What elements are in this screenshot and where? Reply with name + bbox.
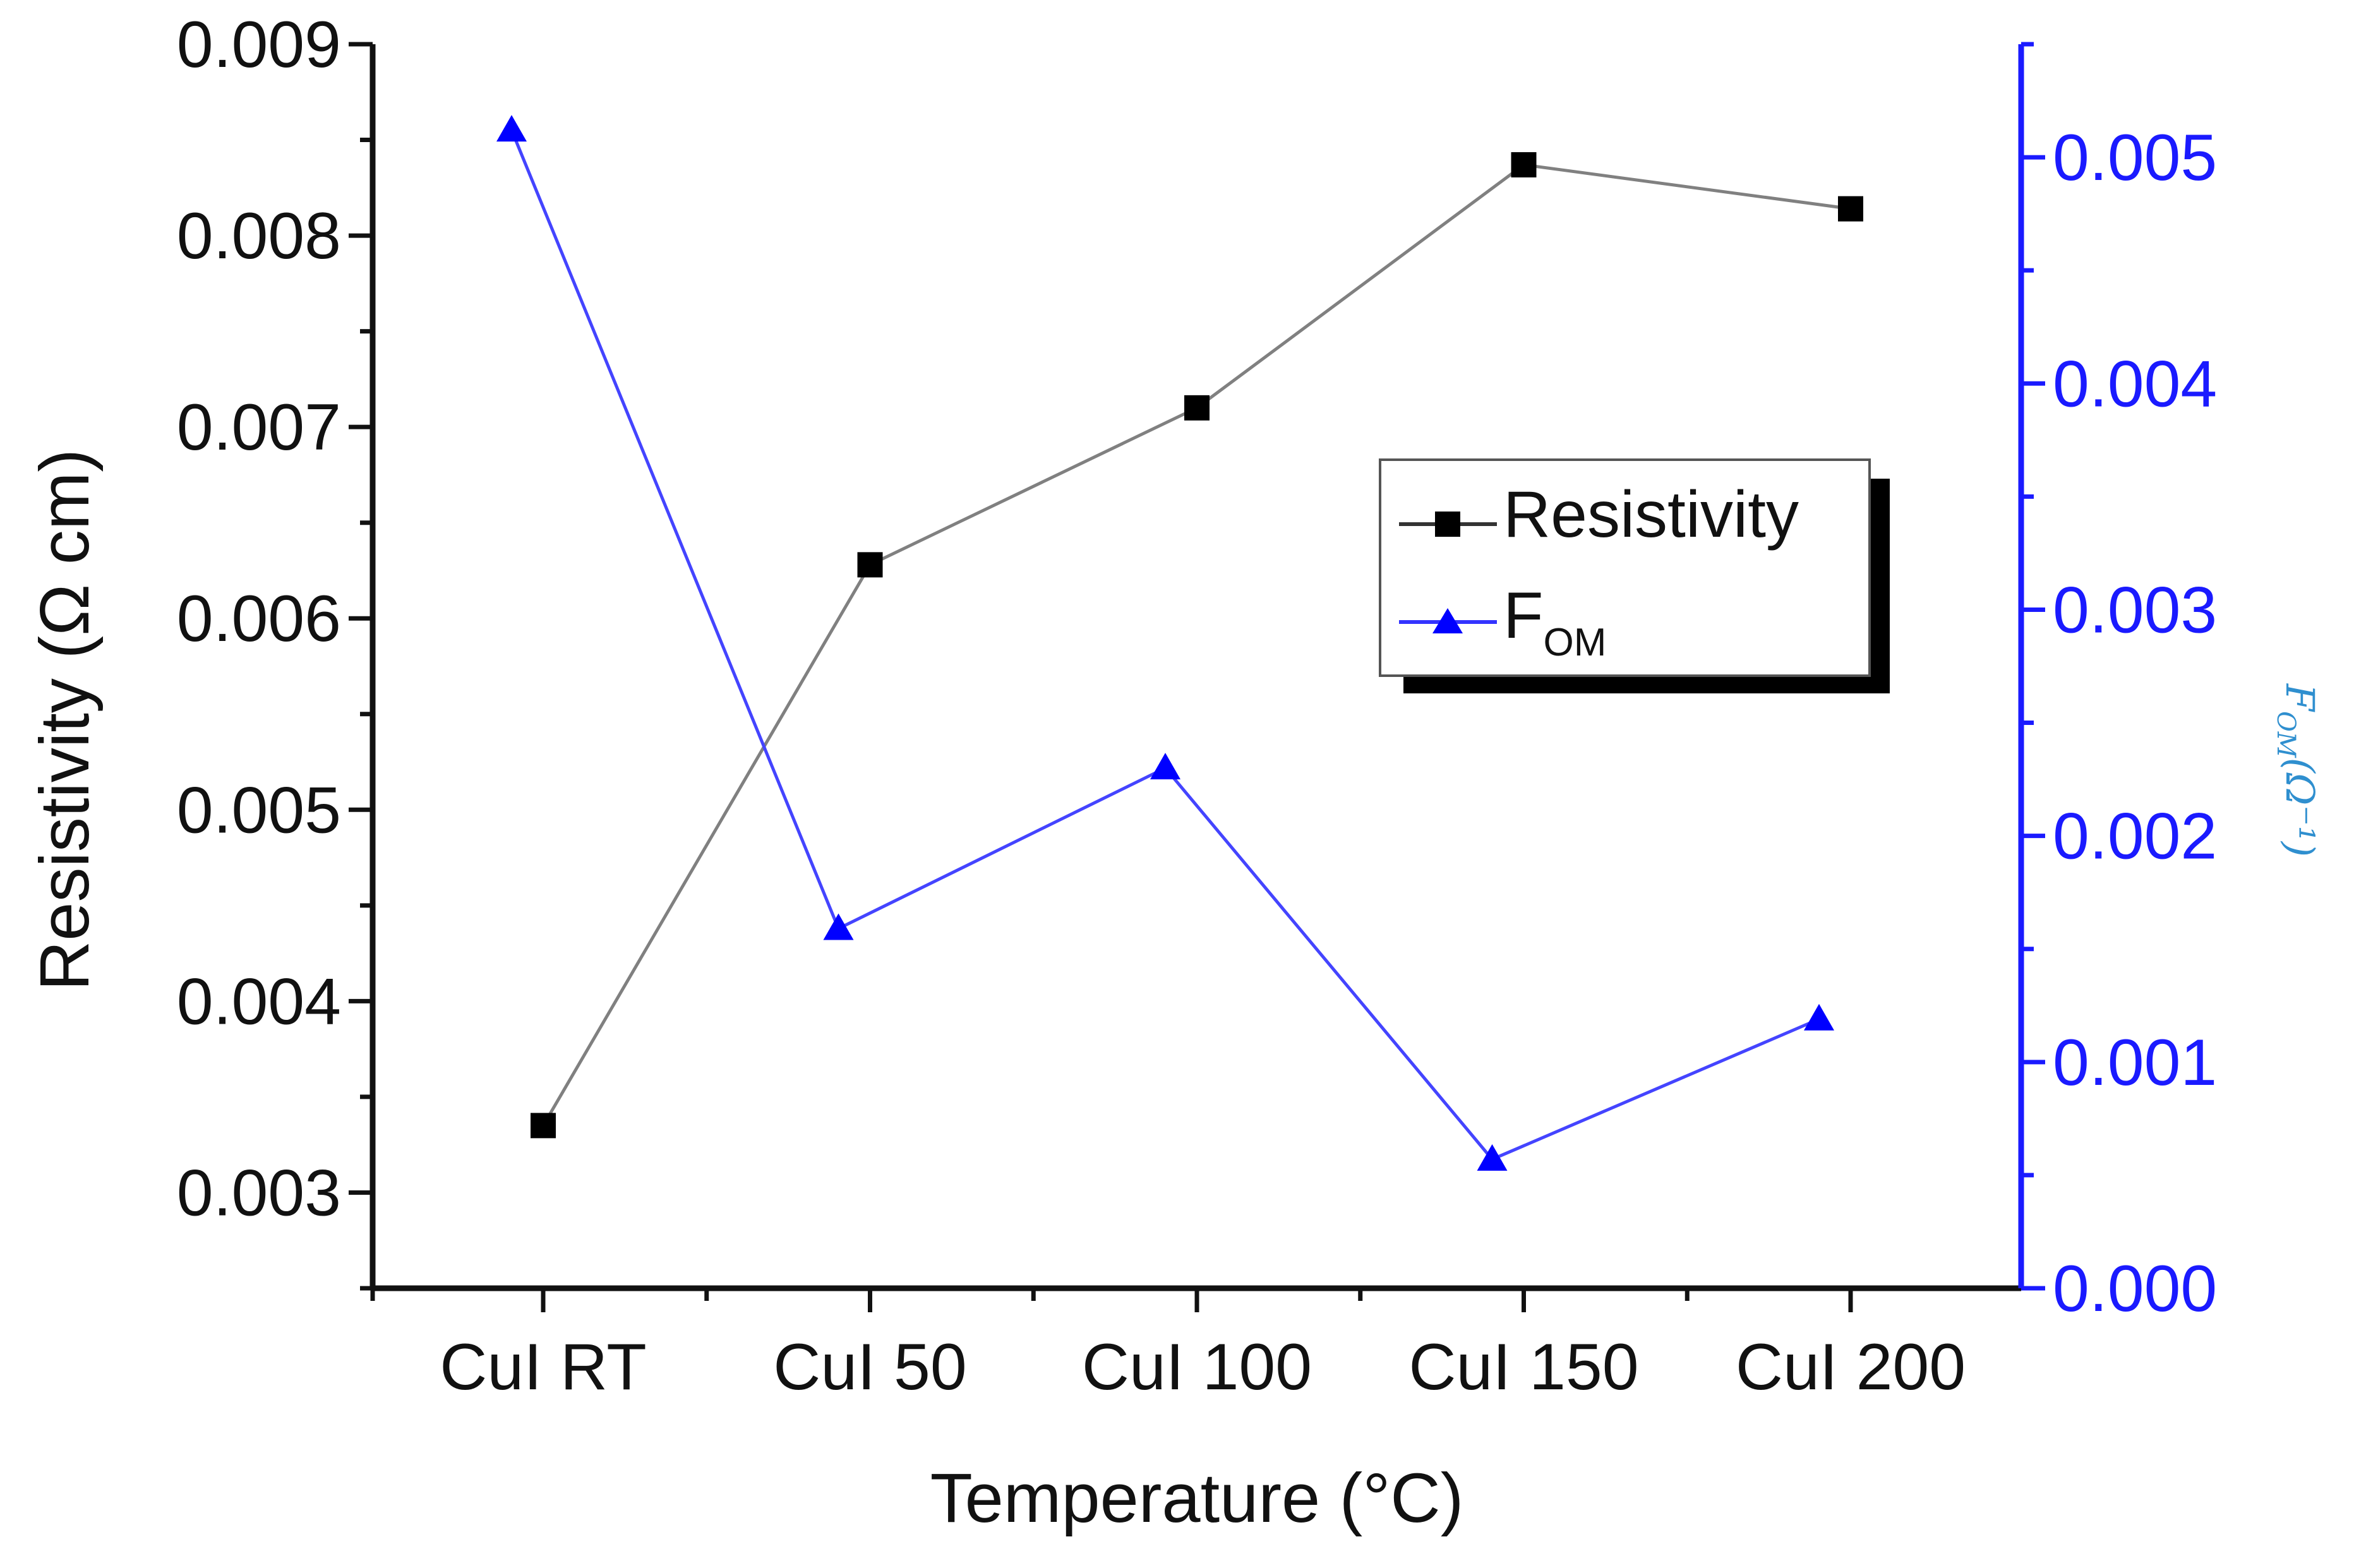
legend-item-fom: FOM: [1399, 579, 1606, 664]
left-tick-label: 0.006: [177, 582, 341, 655]
fom-point: [1150, 753, 1180, 780]
left-tick-label: 0.008: [177, 200, 341, 273]
y2-axis-title: FOM(Ω⁻¹): [2271, 683, 2323, 857]
resistivity-point: [857, 552, 883, 578]
x-tick-label: CuI 150: [1408, 1331, 1638, 1404]
x-axis-title: Temperature (°C): [930, 1459, 1464, 1537]
x-ticks: CuI RT CuI 50 CuI 100 CuI 150 CuI 200: [370, 1288, 1966, 1404]
left-tick-label: 0.009: [177, 8, 341, 81]
legend-resistivity-label: Resistivity: [1503, 478, 1799, 551]
y-axis-title: Resistivity (Ω cm): [26, 449, 104, 991]
series-0: [531, 152, 1863, 1139]
legend-resistivity-marker: [1435, 512, 1460, 537]
resistivity-point: [1838, 196, 1863, 222]
right-tick-label: 0.003: [2053, 573, 2217, 647]
right-tick-label: 0.004: [2053, 347, 2217, 421]
left-tick-label: 0.005: [177, 774, 341, 847]
series-1: [496, 115, 1834, 1171]
y2-title-sub: OM: [2271, 711, 2300, 758]
right-tick-label: 0.005: [2053, 121, 2217, 195]
right-y-ticks: 0.000 0.001 0.002 0.003 0.004 0.005: [2021, 42, 2217, 1326]
svg-text:FOM(Ω⁻¹): FOM(Ω⁻¹): [2271, 683, 2323, 857]
x-tick-label: CuI RT: [440, 1331, 647, 1404]
x-tick-label: CuI 50: [773, 1331, 966, 1404]
resistivity-point: [1184, 395, 1210, 421]
legend-fom-marker: [1432, 608, 1463, 633]
x-tick-label: CuI 200: [1736, 1331, 1966, 1404]
fom-point: [1804, 1003, 1834, 1031]
series-layer: [496, 115, 1863, 1171]
right-tick-label: 0.001: [2053, 1026, 2217, 1099]
legend-fom-sub: OM: [1544, 621, 1607, 664]
fom-point: [1477, 1144, 1508, 1171]
left-tick-label: 0.007: [177, 391, 341, 464]
fom-point: [496, 115, 527, 142]
left-y-ticks: 0.003 0.004 0.005 0.006 0.007 0.008 0.009: [177, 8, 373, 1291]
left-tick-label: 0.003: [177, 1156, 341, 1230]
legend-fom-label: FOM: [1503, 579, 1606, 664]
right-tick-label: 0.000: [2053, 1252, 2217, 1326]
legend-box: [1379, 458, 1871, 677]
legend-item-resistivity: Resistivity: [1399, 478, 1799, 551]
fom-point: [823, 913, 854, 940]
y2-title-base: F: [2277, 683, 2323, 712]
resistivity-point: [1511, 152, 1537, 177]
resistivity-point: [531, 1113, 556, 1139]
legend-fom-base: F: [1503, 579, 1544, 652]
legend: Resistivity FOM: [1379, 458, 1890, 693]
x-tick-label: CuI 100: [1082, 1331, 1312, 1404]
y2-title-rest: (Ω⁻¹): [2277, 758, 2323, 857]
left-tick-label: 0.004: [177, 965, 341, 1038]
right-tick-label: 0.002: [2053, 800, 2217, 873]
